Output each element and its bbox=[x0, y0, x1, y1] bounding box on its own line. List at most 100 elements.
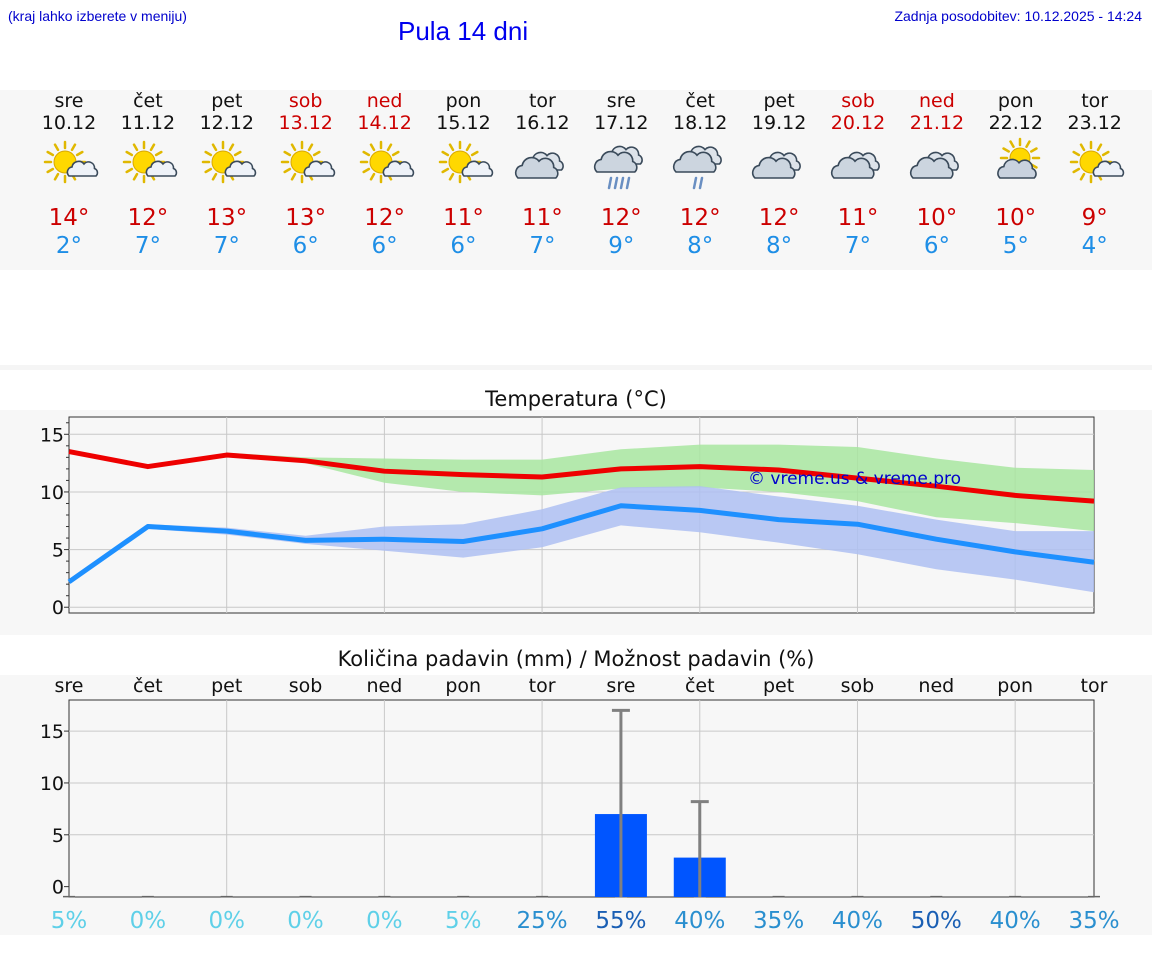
x-category-label: tor bbox=[1081, 675, 1108, 697]
x-category-label: čet bbox=[685, 675, 715, 697]
sun-cloud-icon bbox=[1069, 140, 1124, 184]
precip-probability-label: 50% bbox=[911, 908, 962, 934]
sun-cloud-icon bbox=[424, 134, 504, 194]
cloud-shape bbox=[461, 160, 493, 177]
sun-cloud-icon bbox=[201, 140, 256, 184]
sun-big-cloud-icon bbox=[976, 134, 1056, 194]
day-name: ned bbox=[918, 90, 955, 112]
cloudy-icon bbox=[830, 151, 880, 179]
day-name: pon bbox=[445, 90, 482, 112]
x-category-label: ned bbox=[366, 675, 402, 697]
daily-forecast-strip: sre 10.12 14° 2° čet 11.12 12° 7° pet 12.12 13° 7° s… bbox=[0, 90, 1152, 270]
day-date: 22.12 bbox=[988, 112, 1043, 134]
day-name: sob bbox=[288, 90, 323, 112]
sun-ray bbox=[1029, 147, 1038, 153]
day-date: 16.12 bbox=[515, 112, 570, 134]
precip-probability-label: 5% bbox=[445, 908, 482, 934]
rain-drop bbox=[614, 176, 619, 190]
sun-ray bbox=[211, 172, 218, 181]
cloud-shape bbox=[752, 156, 796, 179]
min-temp-line bbox=[67, 503, 1095, 584]
sun-ray bbox=[369, 143, 375, 152]
temp-max: 9° bbox=[1081, 205, 1108, 231]
sun-ray bbox=[154, 150, 163, 157]
sun-cloud-icon bbox=[187, 134, 267, 194]
temp-max: 12° bbox=[127, 205, 169, 231]
sun-ray bbox=[1002, 147, 1010, 153]
x-category-label: ned bbox=[918, 675, 954, 697]
day-column: sob 20.12 11° 7° bbox=[818, 90, 898, 260]
precip-probability-label: 35% bbox=[1068, 908, 1119, 934]
x-category-label: sre bbox=[55, 675, 84, 697]
day-column: sre 17.12 12° 9° bbox=[581, 90, 661, 260]
day-column: pet 19.12 12° 8° bbox=[739, 90, 819, 260]
precip-probability-label: 55% bbox=[595, 908, 646, 934]
cloudy-icon bbox=[502, 134, 582, 194]
temp-max: 12° bbox=[679, 205, 721, 231]
sun-cloud-icon bbox=[359, 140, 414, 184]
day-column: ned 21.12 10° 6° bbox=[897, 90, 977, 260]
sun-ray bbox=[290, 172, 296, 181]
temperature-chart-title: Temperatura (°C) bbox=[485, 387, 667, 411]
temp-min: 7° bbox=[529, 233, 556, 259]
temp-min: 9° bbox=[608, 233, 635, 259]
sun-ray bbox=[465, 143, 471, 152]
day-date: 21.12 bbox=[909, 112, 965, 134]
weather-icon-graphic bbox=[673, 145, 723, 190]
sun-ray bbox=[283, 167, 291, 174]
weather-icon-graphic bbox=[359, 140, 414, 184]
sun-ray bbox=[1072, 167, 1080, 174]
temp-max: 12° bbox=[600, 205, 642, 231]
location-menu-hint[interactable]: (kraj lahko izberete v meniju) bbox=[8, 8, 187, 24]
day-name: pet bbox=[211, 90, 243, 112]
rain-drop bbox=[626, 176, 631, 190]
precip-probability-label: 40% bbox=[990, 908, 1041, 934]
precip-probability-label: 35% bbox=[753, 908, 804, 934]
weather-icon-graphic bbox=[43, 140, 99, 184]
temp-max: 11° bbox=[443, 205, 484, 231]
day-date: 19.12 bbox=[751, 112, 807, 134]
weather-icon-graphic bbox=[280, 140, 335, 184]
x-category-label: sob bbox=[289, 675, 323, 697]
day-column: sre 10.12 14° 2° bbox=[29, 90, 109, 260]
sun-ray bbox=[228, 143, 235, 152]
weather-icon-graphic bbox=[1069, 140, 1124, 184]
sun-ray bbox=[125, 150, 134, 157]
day-column: pet 12.12 13° 7° bbox=[187, 90, 267, 260]
cloud-shape bbox=[909, 156, 954, 179]
rain-cloud-icon bbox=[581, 134, 661, 194]
sun-ray bbox=[1009, 140, 1015, 148]
day-date: 18.12 bbox=[672, 112, 728, 134]
temperature-chart: 0 5 10 15 © vreme.us & vreme.pro bbox=[40, 416, 1095, 619]
sun-ray bbox=[283, 150, 291, 157]
max-temp-range-band bbox=[69, 444, 1094, 532]
day-column: pon 22.12 10° 5° bbox=[976, 90, 1056, 260]
x-category-label: pon bbox=[997, 675, 1033, 697]
sun-ray bbox=[149, 143, 156, 152]
plot-area bbox=[68, 699, 1095, 898]
weather-icon-graphic bbox=[201, 140, 256, 184]
cloudy-icon bbox=[752, 151, 801, 179]
x-category-label: čet bbox=[133, 675, 163, 697]
cloud-shape bbox=[673, 150, 717, 173]
sun-ray bbox=[386, 143, 392, 152]
day-column: sob 13.12 13° 6° bbox=[266, 90, 346, 260]
sun-cloud-icon bbox=[122, 140, 178, 184]
sun-ray bbox=[1079, 172, 1085, 181]
cloud-shape bbox=[594, 150, 638, 173]
temp-max: 12° bbox=[758, 205, 800, 231]
cloud-shape bbox=[1092, 160, 1124, 177]
day-name: pet bbox=[763, 90, 795, 112]
day-name: čet bbox=[685, 90, 715, 112]
cloudy-icon bbox=[909, 151, 959, 179]
sun-ray bbox=[53, 143, 60, 152]
cloud-shape bbox=[382, 160, 414, 177]
precipitation-chart-title: Količina padavin (mm) / Možnost padavin … bbox=[337, 647, 815, 671]
rain-drop bbox=[698, 176, 704, 190]
weather-icon-graphic bbox=[752, 151, 801, 179]
temp-max: 12° bbox=[364, 205, 405, 231]
sun-ray bbox=[1096, 143, 1102, 152]
cloud-shape bbox=[515, 156, 559, 179]
sun-ray bbox=[70, 143, 77, 152]
sun-cloud-icon bbox=[438, 140, 493, 184]
